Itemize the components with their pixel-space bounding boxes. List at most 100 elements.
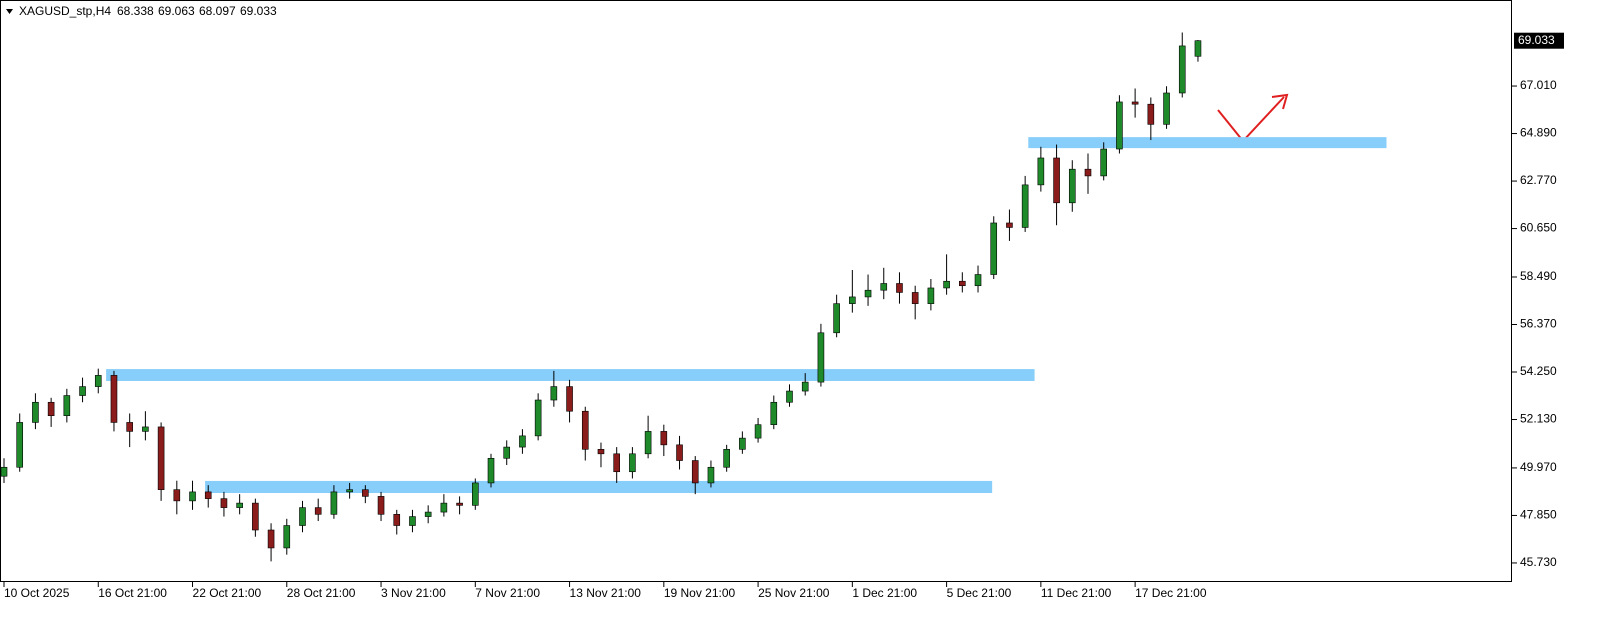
candle-body [440,502,448,513]
candle-body [1100,148,1107,177]
x-tick-label: 11 Dec 21:00 [1041,586,1112,600]
support-resistance-zone [1028,137,1387,149]
candle [63,388,71,423]
y-tick-label: 52.130 [1520,412,1557,426]
candle-body [754,424,762,439]
candle-body [393,514,401,526]
candle-body [660,431,668,446]
x-tick-label: 16 Oct 21:00 [98,586,167,600]
candle-body [1021,184,1029,228]
candle [1068,160,1076,212]
candle-body [911,292,919,304]
price-tag-label: 69.033 [1518,33,1555,47]
candle [267,523,275,562]
candle [142,411,149,441]
candle-body [110,375,118,423]
candle-body [801,381,809,392]
candle-body [597,449,605,455]
candle-body [817,332,825,383]
candle-body [644,431,652,455]
price-tag [1514,32,1564,49]
candle [1194,40,1202,62]
candle-body [220,498,228,508]
candle-body [252,502,259,531]
candle-body [864,289,872,298]
candle-body [550,386,558,401]
candle-body [63,395,71,417]
candle-body [142,426,149,432]
x-tick-label: 28 Oct 21:00 [287,586,356,600]
candle [189,480,196,510]
candle [1006,209,1013,241]
candle [126,413,133,448]
candle [754,417,762,443]
candle-body [236,502,243,508]
candle-body [503,446,511,459]
candle-body [691,460,699,484]
candle [801,373,809,396]
y-tick-label: 49.970 [1520,460,1557,474]
candle-body [157,426,165,490]
header-low: 68.097 [199,4,236,18]
y-tick-label: 45.730 [1520,555,1557,569]
candle-body [739,437,746,450]
candle-body [299,507,306,526]
candle-body [1147,103,1155,125]
candle [519,429,526,454]
candle-body [613,453,620,473]
candle [691,456,699,495]
symbol-menu-icon[interactable] [6,9,13,14]
candle [32,393,39,430]
candle-body [32,401,39,423]
candle [47,397,55,427]
candle [1116,95,1123,154]
candle [456,496,463,515]
x-tick-label: 25 Nov 21:00 [758,586,830,600]
header-high: 69.063 [158,4,195,18]
candle [644,415,652,459]
candle-body [833,303,840,334]
candle [1147,97,1155,141]
candle-body [409,516,416,526]
candle [377,491,385,522]
candle-body [330,491,338,515]
candle-body [1163,92,1170,125]
candle-body [849,296,856,304]
candle [707,460,715,488]
candle-body [189,491,196,502]
candle-body [1131,101,1139,105]
candle-body [896,283,903,293]
candle [330,485,338,519]
candle [16,413,24,472]
plot-frame [0,0,1512,582]
candle [723,444,730,472]
candle-body [1068,168,1076,204]
candle [849,270,856,313]
candle [927,279,935,311]
candle [409,509,416,533]
candle-body [47,401,55,417]
candle [534,393,542,441]
candle [880,267,888,300]
y-tick-label: 67.010 [1520,78,1557,92]
candle [990,216,998,280]
candle [1100,142,1107,181]
candle [471,478,479,510]
x-tick-label: 1 Dec 21:00 [852,586,917,600]
candle-body [79,386,86,396]
candle [393,509,401,535]
candle [1084,153,1092,194]
candle [1178,32,1186,98]
candle [581,406,589,461]
candle-body [471,482,479,506]
y-tick-label: 62.770 [1520,173,1557,187]
candle [1163,86,1170,129]
symbol-title: XAGUSD_stp,H4 [19,4,111,18]
candle [786,384,793,407]
candle [1131,88,1139,118]
y-tick-label: 58.490 [1520,269,1557,283]
candle-body [314,507,322,515]
candle [346,482,353,499]
candle-body [707,466,715,484]
